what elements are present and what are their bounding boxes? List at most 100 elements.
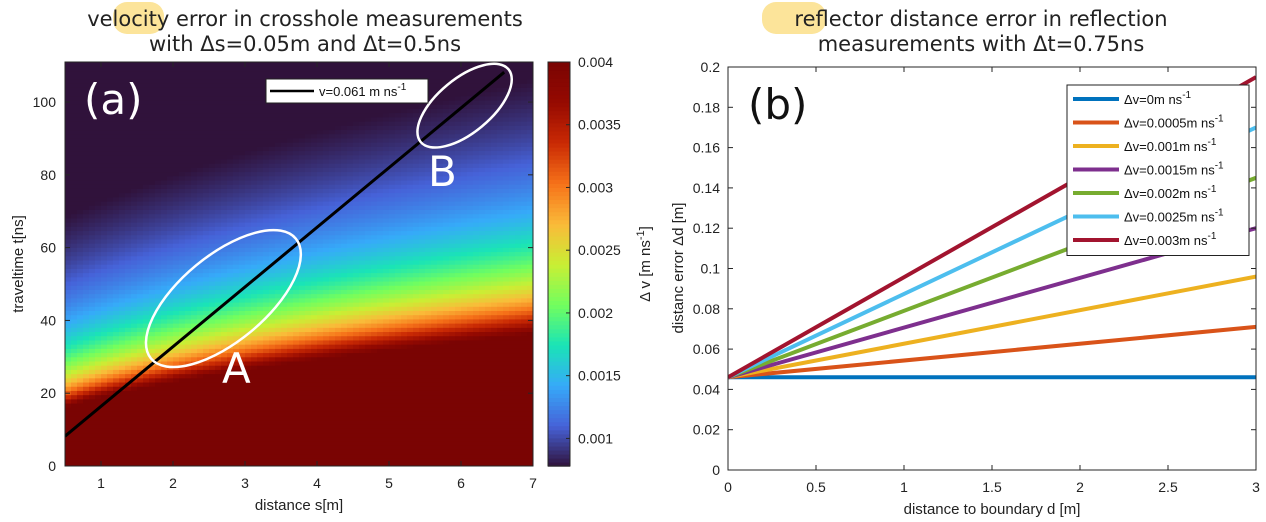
- heatmap-cell: [257, 234, 264, 240]
- heatmap-cell: [125, 247, 132, 253]
- heatmap-cell: [257, 78, 264, 84]
- heatmap-cell: [275, 70, 282, 76]
- heatmap-cell: [263, 230, 270, 236]
- heatmap-cell: [347, 213, 354, 219]
- heatmap-cell: [233, 318, 240, 324]
- heatmap-cell: [95, 348, 102, 354]
- heatmap-cell: [95, 95, 102, 101]
- heatmap-cell: [215, 343, 222, 349]
- heatmap-cell: [203, 318, 210, 324]
- heatmap-cell: [281, 428, 288, 434]
- heatmap-cell: [95, 200, 102, 206]
- heatmap-cell: [251, 352, 258, 358]
- heatmap-cell: [119, 322, 126, 328]
- heatmap-cell: [257, 365, 264, 370]
- heatmap-cell: [227, 432, 234, 438]
- heatmap-cell: [257, 163, 264, 168]
- heatmap-cell: [221, 120, 228, 126]
- heatmap-cell: [323, 247, 330, 253]
- heatmap-cell: [275, 407, 282, 412]
- heatmap-cell: [263, 289, 270, 295]
- heatmap-cell: [371, 402, 378, 408]
- heatmap-cell: [329, 343, 336, 349]
- heatmap-cell: [353, 175, 360, 181]
- heatmap-cell: [257, 108, 264, 114]
- title-a-line2: with Δs=0.05m and Δt=0.5ns: [149, 32, 461, 56]
- heatmap-cell: [149, 251, 156, 257]
- heatmap-cell: [251, 66, 258, 72]
- heatmap-cell: [221, 66, 228, 72]
- heatmap-cell: [335, 154, 342, 160]
- heatmap-cell: [251, 449, 258, 455]
- heatmap-cell: [287, 402, 294, 408]
- heatmap-cell: [371, 268, 378, 274]
- heatmap-cell: [173, 108, 180, 114]
- heatmap-cell: [221, 423, 228, 429]
- heatmap-cell: [281, 289, 288, 295]
- heatmap-cell: [143, 289, 150, 295]
- heatmap-cell: [125, 440, 132, 446]
- heatmap-cell: [89, 120, 96, 126]
- heatmap-cell: [347, 327, 354, 333]
- heatmap-cell: [173, 444, 180, 450]
- heatmap-cell: [155, 251, 162, 257]
- heatmap-cell: [239, 407, 246, 412]
- heatmap-cell: [197, 310, 204, 316]
- heatmap-cell: [155, 411, 162, 417]
- heatmap-cell: [221, 293, 228, 299]
- heatmap-cell: [173, 217, 180, 223]
- heatmap-cell: [317, 428, 324, 434]
- heatmap-cell: [329, 259, 336, 265]
- heatmap-cell: [215, 373, 222, 379]
- heatmap-cell: [215, 293, 222, 299]
- heatmap-cell: [83, 411, 90, 417]
- heatmap-cell: [203, 91, 210, 97]
- heatmap-cell: [119, 87, 126, 93]
- heatmap-cell: [167, 188, 174, 194]
- heatmap-cell: [293, 234, 300, 240]
- heatmap-cell: [179, 348, 186, 354]
- heatmap-cell: [119, 209, 126, 215]
- heatmap-cell: [89, 129, 96, 135]
- heatmap-cell: [323, 449, 330, 455]
- heatmap-cell: [341, 163, 348, 168]
- heatmap-cell: [311, 108, 318, 114]
- heatmap-cell: [113, 419, 120, 425]
- heatmap-cell: [89, 440, 96, 446]
- heatmap-cell: [197, 457, 204, 463]
- heatmap-cell: [83, 289, 90, 295]
- heatmap-cell: [263, 217, 270, 223]
- heatmap-cell: [311, 158, 318, 164]
- heatmap-cell: [83, 99, 90, 105]
- heatmap-cell: [341, 360, 348, 366]
- heatmap-cell: [275, 141, 282, 147]
- heatmap-cell: [317, 407, 324, 412]
- heatmap-cell: [107, 365, 114, 370]
- heatmap-cell: [173, 230, 180, 236]
- heatmap-cell: [167, 402, 174, 408]
- heatmap-cell: [119, 104, 126, 109]
- heatmap-cell: [113, 343, 120, 349]
- heatmap-cell: [149, 196, 156, 202]
- heatmap-cell: [227, 268, 234, 274]
- heatmap-cell: [107, 436, 114, 442]
- heatmap-cell: [203, 125, 210, 131]
- heatmap-cell: [83, 74, 90, 80]
- heatmap-cell: [131, 444, 138, 450]
- heatmap-cell: [329, 318, 336, 324]
- heatmap-cell: [323, 348, 330, 354]
- heatmap-cell: [65, 154, 72, 160]
- heatmap-cell: [191, 318, 198, 324]
- heatmap-cell: [371, 205, 378, 210]
- heatmap-cell: [77, 343, 84, 349]
- heatmap-cell: [149, 74, 156, 80]
- heatmap-cell: [347, 179, 354, 185]
- heatmap-cell: [131, 87, 138, 93]
- heatmap-cell: [353, 360, 360, 366]
- heatmap-cell: [221, 179, 228, 185]
- heatmap-cell: [257, 196, 264, 202]
- heatmap-cell: [197, 238, 204, 244]
- heatmap-cell: [77, 234, 84, 240]
- heatmap-cell: [107, 78, 114, 84]
- heatmap-cell: [365, 390, 372, 396]
